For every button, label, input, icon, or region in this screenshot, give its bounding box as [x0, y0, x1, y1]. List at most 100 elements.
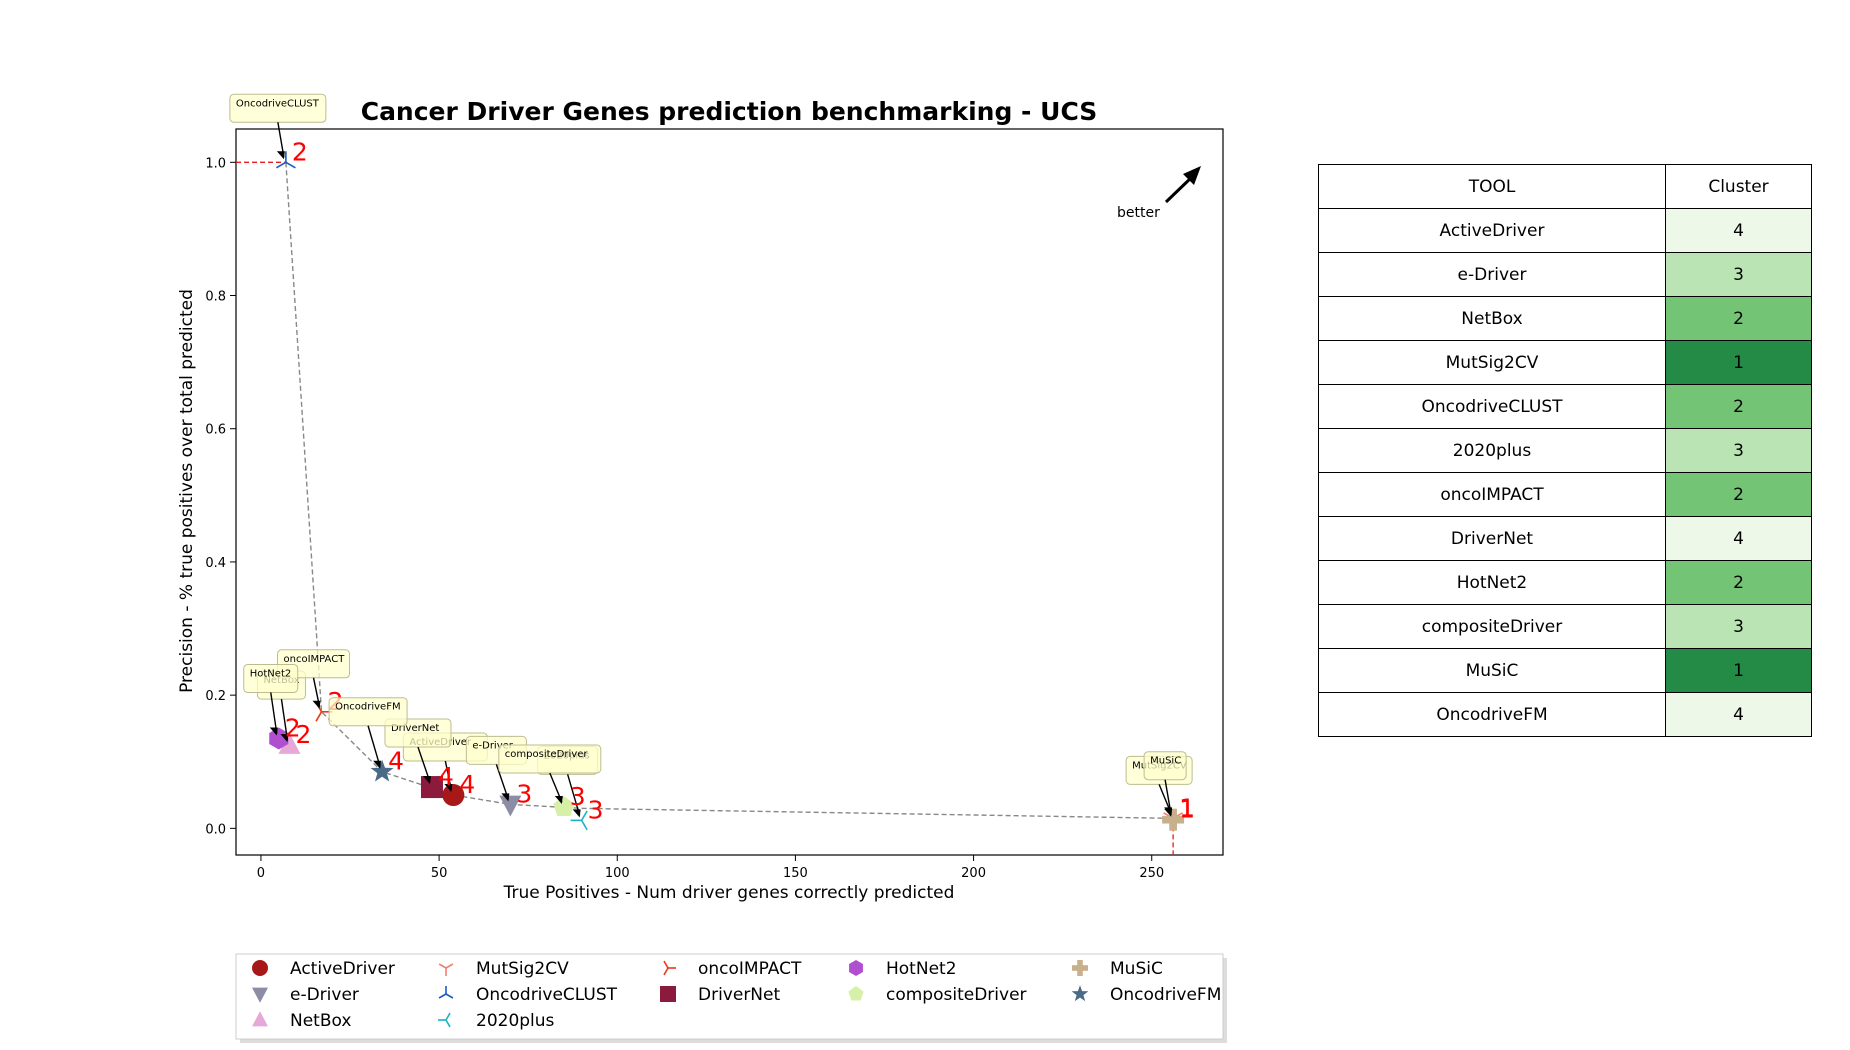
table-header-row: TOOL Cluster — [1318, 164, 1812, 209]
legend-entry-oncodrivefm: OncodriveFM — [1071, 985, 1221, 1005]
marker-music — [1162, 808, 1185, 831]
marker-compositedriver — [553, 796, 575, 816]
annotation-label: MuSiC — [1150, 756, 1181, 767]
legend-entry-hotnet2: HotNet2 — [849, 959, 957, 979]
legend-label: DriverNet — [698, 985, 780, 1005]
table-cell-cluster: 3 — [1665, 604, 1812, 649]
marker-activedriver — [442, 784, 465, 807]
table-cell-cluster: 2 — [1665, 296, 1812, 341]
table-row: 2020plus 3 — [1318, 428, 1812, 473]
table-cell-cluster: 1 — [1665, 648, 1812, 693]
table-cell-tool: DriverNet — [1318, 516, 1666, 561]
legend-marker-compositedriver — [848, 986, 864, 1001]
legend: ActiveDriver e-Driver NetBox MutSig2CV Oncod… — [235, 953, 1227, 1043]
y-tick-label: 0.8 — [205, 290, 226, 305]
table-cell-cluster: 2 — [1665, 472, 1812, 517]
table-cell-tool: OncodriveFM — [1318, 692, 1666, 737]
y-tick-label: 0.6 — [205, 423, 226, 438]
table-row: oncoIMPACT 2 — [1318, 472, 1812, 517]
legend-marker-netbox — [252, 1011, 268, 1027]
legend-entry-oncodriveclust: OncodriveCLUST — [438, 985, 618, 1005]
cluster-label-mutsig2cv: 1 — [1179, 793, 1195, 822]
cluster-table: TOOL Cluster ActiveDriver 4 e-Driver 3 NetBo… — [1318, 164, 1812, 737]
table-cell-tool: compositeDriver — [1318, 604, 1666, 649]
table-row: NetBox 2 — [1318, 296, 1812, 341]
cluster-label-netbox: 2 — [295, 720, 311, 749]
x-tick-label: 150 — [783, 866, 808, 881]
chart-title: Cancer Driver Genes prediction benchmark… — [361, 97, 1098, 126]
legend-label: OncodriveCLUST — [476, 985, 618, 1005]
legend-marker-e-driver — [252, 987, 268, 1003]
legend-label: oncoIMPACT — [698, 959, 802, 979]
table-cell-cluster: 3 — [1665, 428, 1812, 473]
table-row: e-Driver 3 — [1318, 252, 1812, 297]
annotation-label: DriverNet — [391, 723, 439, 734]
table-cell-tool: 2020plus — [1318, 428, 1666, 473]
legend-entry-2020plus: 2020plus — [438, 1011, 555, 1031]
legend-entry-drivernet: DriverNet — [660, 985, 780, 1005]
x-tick-label: 200 — [961, 866, 986, 881]
y-tick-label: 0.0 — [205, 822, 226, 837]
annotation-oncodriveclust: OncodriveCLUST — [229, 93, 327, 160]
annotation-label: compositeDriver — [505, 749, 589, 760]
annotation-label: e-Driver — [472, 740, 513, 751]
y-tick-label: 1.0 — [205, 156, 226, 171]
legend-entry-compositedriver: compositeDriver — [848, 985, 1027, 1005]
cluster-label-music: 1 — [1179, 795, 1195, 824]
cluster-label-hotnet2: 2 — [285, 713, 301, 742]
table-cell-tool: e-Driver — [1318, 252, 1666, 297]
table-cell-tool: OncodriveCLUST — [1318, 384, 1666, 429]
legend-entry-activedriver: ActiveDriver — [252, 959, 395, 979]
table-cell-cluster: 3 — [1665, 252, 1812, 297]
legend-marker-oncodriveclust — [438, 986, 454, 999]
x-tick-label: 0 — [257, 866, 265, 881]
legend-marker-activedriver — [252, 960, 268, 976]
cluster-label-compositedriver: 3 — [570, 782, 586, 811]
plot-frame — [235, 128, 1224, 856]
legend-label: NetBox — [290, 1011, 351, 1031]
cluster-label-oncodriveclust: 2 — [292, 137, 308, 166]
table-cell-cluster: 1 — [1665, 340, 1812, 385]
table-cell-cluster: 4 — [1665, 692, 1812, 737]
marker-netbox — [278, 733, 301, 754]
table-row: HotNet2 2 — [1318, 560, 1812, 605]
table-row: compositeDriver 3 — [1318, 604, 1812, 649]
cluster-label-oncodrivefm: 4 — [388, 747, 404, 776]
table-cell-tool: MutSig2CV — [1318, 340, 1666, 385]
legend-marker-2020plus — [438, 1012, 451, 1028]
annotation-label: OncodriveFM — [335, 702, 401, 713]
legend-label: MutSig2CV — [476, 959, 569, 979]
table-row: MutSig2CV 1 — [1318, 340, 1812, 385]
x-tick-label: 100 — [605, 866, 630, 881]
header-tool: TOOL — [1318, 164, 1666, 209]
table-cell-tool: MuSiC — [1318, 648, 1666, 693]
marker-hotnet2 — [269, 727, 289, 750]
legend-marker-oncodrivefm — [1071, 985, 1089, 1002]
annotation-label: HotNet2 — [250, 668, 291, 679]
table-row: MuSiC 1 — [1318, 648, 1812, 693]
cluster-label-2020plus: 3 — [588, 795, 604, 824]
marker-2020plus — [570, 810, 588, 831]
legend-entry-oncoimpact: oncoIMPACT — [663, 959, 802, 979]
annotation-label: OncodriveCLUST — [236, 98, 320, 109]
legend-entry-mutsig2cv: MutSig2CV — [438, 959, 569, 979]
legend-label: HotNet2 — [886, 959, 957, 979]
marker-oncodriveclust — [275, 151, 296, 169]
annotation-compositedriver: compositeDriver — [498, 744, 602, 805]
annotation-hotnet2: HotNet2 — [243, 663, 299, 736]
legend-entry-netbox: NetBox — [252, 1011, 351, 1031]
y-tick-label: 0.4 — [205, 556, 226, 571]
annotation-label: oncoIMPACT — [284, 654, 346, 665]
legend-label: ActiveDriver — [290, 959, 395, 979]
table-row: OncodriveFM 4 — [1318, 692, 1812, 737]
table-row: ActiveDriver 4 — [1318, 208, 1812, 253]
marker-drivernet — [420, 776, 443, 799]
legend-marker-hotnet2 — [849, 960, 863, 976]
legend-marker-oncoimpact — [663, 960, 676, 976]
legend-marker-music — [1072, 960, 1088, 976]
legend-label: 2020plus — [476, 1011, 555, 1031]
y-axis-label: Precision - % true positives over total … — [177, 289, 197, 693]
x-tick-label: 250 — [1139, 866, 1164, 881]
x-tick-label: 50 — [431, 866, 448, 881]
annotation-oncodrivefm: OncodriveFM — [328, 697, 408, 769]
